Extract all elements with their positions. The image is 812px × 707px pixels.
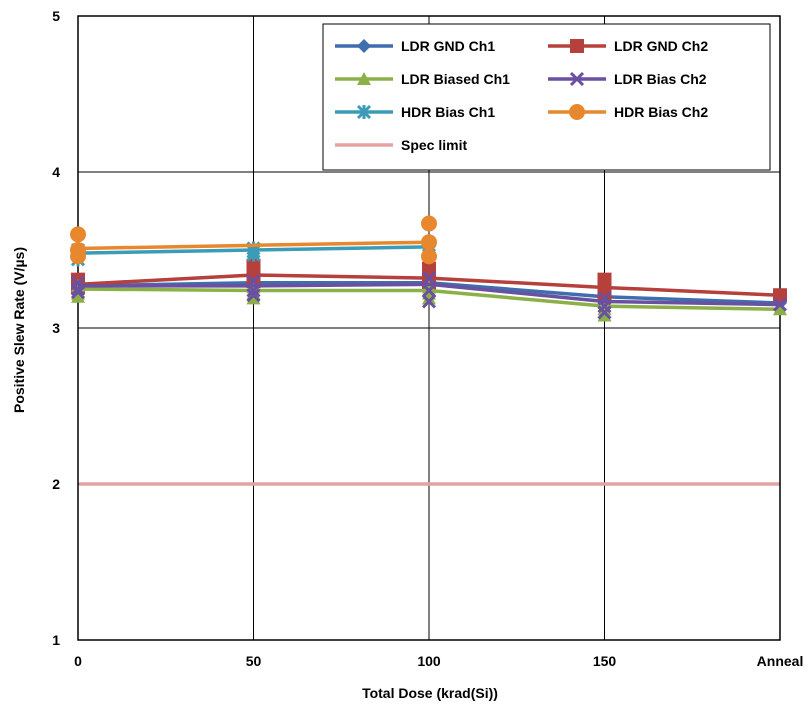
data-point [421, 234, 437, 251]
legend-label: Spec limit [401, 137, 467, 153]
data-point [773, 288, 787, 303]
legend-box [322, 23, 771, 171]
data-point [421, 248, 437, 265]
data-point [421, 271, 437, 286]
legend-label: LDR GND Ch1 [401, 38, 495, 54]
data-point [246, 291, 261, 305]
legend-label: LDR GND Ch2 [614, 38, 708, 54]
legend-swatch-marker [356, 104, 372, 120]
data-point [70, 248, 86, 265]
series-3 [70, 271, 788, 320]
legend-label: HDR Bias Ch1 [401, 104, 495, 120]
data-point [421, 294, 437, 309]
legend-item: Spec limit [335, 137, 467, 153]
legend-swatch-marker [569, 71, 585, 87]
x-tick-label: 0 [74, 653, 82, 669]
legend-item: HDR Bias Ch2 [548, 104, 708, 120]
data-point [246, 288, 261, 303]
data-point [772, 297, 788, 312]
data-point [597, 308, 612, 322]
data-point [597, 286, 612, 301]
data-point [421, 283, 437, 298]
data-point [597, 305, 612, 320]
data-point [421, 215, 437, 232]
data-point [70, 281, 86, 297]
y-tick-label: 3 [52, 320, 60, 336]
legend-item: LDR Biased Ch1 [335, 71, 510, 87]
legend-swatch-marker [569, 104, 585, 120]
legend-swatch-marker [357, 39, 371, 53]
y-axis-title: Positive Slew Rate (V/µs) [11, 247, 27, 413]
data-point [246, 258, 261, 273]
x-tick-label: 50 [246, 653, 262, 669]
series-line [78, 282, 781, 307]
series-5 [70, 215, 437, 265]
series-layer [70, 215, 788, 486]
x-axis-title: Total Dose (krad(Si)) [362, 685, 498, 701]
data-point [246, 247, 261, 262]
y-tick-label: 1 [52, 632, 60, 648]
legend-item: LDR Bias Ch2 [548, 71, 707, 87]
series-line [77, 240, 430, 251]
x-tick-label: 150 [593, 653, 617, 669]
data-point [246, 283, 261, 298]
y-tick-label: 5 [52, 8, 60, 24]
legend-label: HDR Bias Ch2 [614, 104, 708, 120]
data-point [70, 226, 86, 243]
legend-label: LDR Biased Ch1 [401, 71, 510, 87]
y-tick-label: 2 [52, 476, 60, 492]
x-axis-ticks: 0 50 100 150 Anneal [74, 653, 803, 669]
legend-item: HDR Bias Ch1 [335, 104, 495, 120]
legend-swatch-marker [570, 39, 584, 53]
legend: LDR GND Ch1 LDR GND Ch2 LDR Biased Ch1 LDR … [322, 23, 771, 171]
data-point [773, 302, 787, 316]
data-point [422, 291, 436, 305]
legend-item: LDR GND Ch1 [335, 38, 495, 54]
legend-label: LDR Bias Ch2 [614, 71, 707, 87]
data-point [70, 285, 86, 300]
x-tick-label: Anneal [757, 653, 804, 669]
x-tick-label: 100 [417, 653, 441, 669]
legend-item: LDR GND Ch2 [548, 38, 708, 54]
y-tick-label: 4 [52, 164, 60, 180]
data-point [71, 289, 85, 303]
legend-swatch-marker [357, 72, 371, 85]
y-axis-ticks: 1 2 3 4 5 [52, 8, 60, 648]
